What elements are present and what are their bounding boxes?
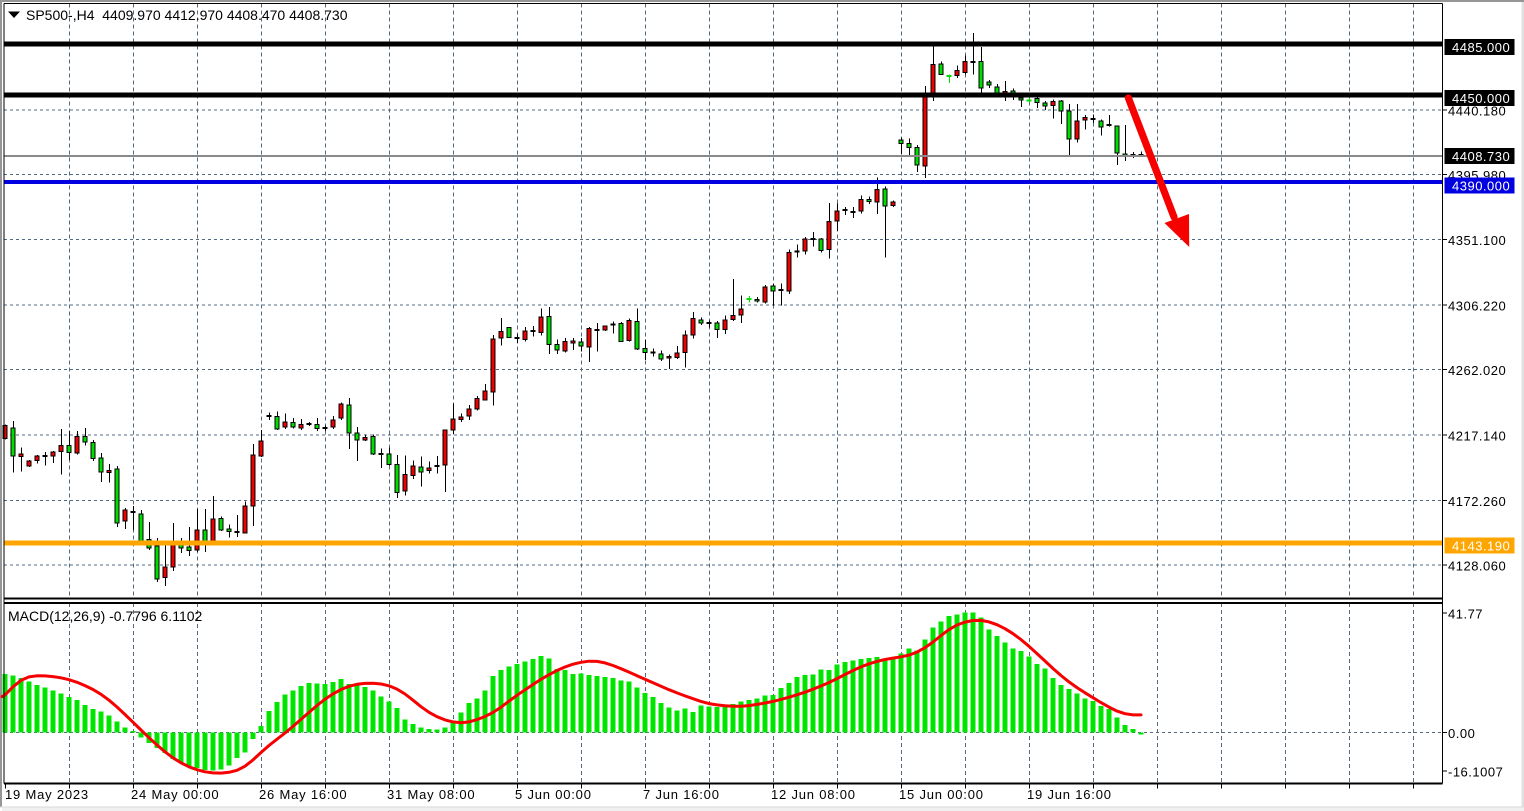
svg-text:SP500-,H4 4409.970 4412.970 4: SP500-,H4 4409.970 4412.970 4408.470 440… (26, 7, 348, 23)
svg-text:MACD(12,26,9) -0.7796 6.1102: MACD(12,26,9) -0.7796 6.1102 (8, 608, 203, 624)
svg-text:26 May 16:00: 26 May 16:00 (259, 787, 347, 802)
svg-text:4143.190: 4143.190 (1452, 539, 1510, 554)
svg-text:41.77: 41.77 (1448, 607, 1483, 622)
svg-text:4306.220: 4306.220 (1448, 299, 1506, 314)
svg-text:19 Jun 16:00: 19 Jun 16:00 (1027, 787, 1112, 802)
svg-text:5 Jun 00:00: 5 Jun 00:00 (515, 787, 592, 802)
svg-text:4217.140: 4217.140 (1448, 429, 1506, 444)
svg-text:15 Jun 00:00: 15 Jun 00:00 (899, 787, 984, 802)
svg-text:-16.1007: -16.1007 (1448, 765, 1503, 780)
svg-text:4172.260: 4172.260 (1448, 494, 1506, 509)
svg-text:12 Jun 08:00: 12 Jun 08:00 (771, 787, 856, 802)
svg-text:4351.100: 4351.100 (1448, 233, 1506, 248)
svg-text:31 May 08:00: 31 May 08:00 (387, 787, 475, 802)
svg-text:7 Jun 16:00: 7 Jun 16:00 (643, 787, 720, 802)
svg-text:24 May 00:00: 24 May 00:00 (131, 787, 219, 802)
svg-text:4408.730: 4408.730 (1452, 149, 1510, 164)
svg-text:4128.060: 4128.060 (1448, 559, 1506, 574)
svg-text:4440.180: 4440.180 (1448, 104, 1506, 119)
svg-text:4390.000: 4390.000 (1452, 179, 1510, 194)
svg-text:0.00: 0.00 (1448, 726, 1475, 741)
svg-text:4262.020: 4262.020 (1448, 363, 1506, 378)
svg-text:4485.000: 4485.000 (1452, 40, 1510, 55)
svg-text:4450.000: 4450.000 (1452, 91, 1510, 106)
svg-text:19 May 2023: 19 May 2023 (5, 787, 89, 802)
